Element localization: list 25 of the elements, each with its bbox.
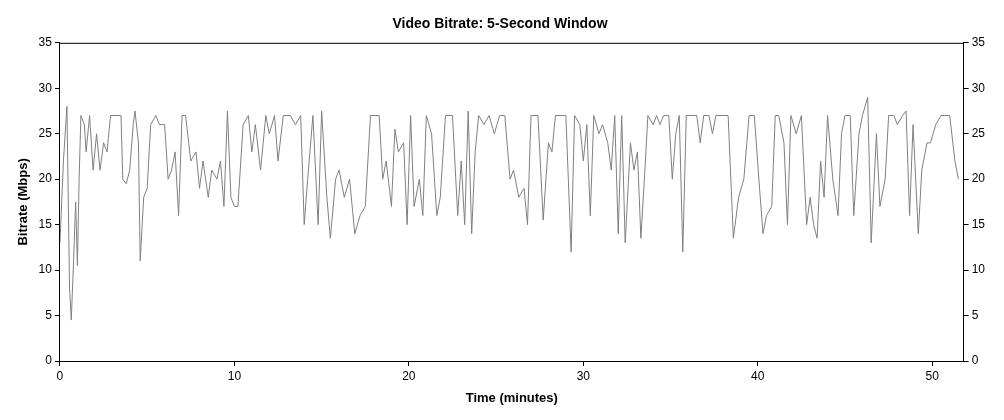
y2-tick-label: 5: [971, 307, 979, 322]
x-tick-label: 10: [227, 368, 242, 383]
x-tick-label: 0: [56, 368, 64, 383]
y-axis-title: Bitrate (Mbps): [15, 158, 31, 246]
y2-tick-label: 30: [971, 80, 986, 95]
y2-tick-label: 25: [971, 126, 986, 141]
y2-tick-label: 0: [971, 353, 979, 368]
x-tick-label: 40: [751, 368, 765, 383]
y2-tick-label: 15: [971, 216, 986, 231]
y2-tick-label: 20: [971, 171, 986, 186]
y-tick-label: 10: [38, 262, 53, 277]
chart-title: Video Bitrate: 5-Second Window: [392, 15, 608, 32]
x-tick-label: 20: [402, 368, 416, 383]
y-tick-label: 35: [38, 35, 53, 50]
y-tick-label: 25: [38, 126, 53, 141]
x-tick-label: 50: [925, 368, 940, 383]
y-tick-label: 20: [38, 171, 53, 186]
y-tick-label: 0: [45, 353, 53, 368]
x-axis-title: Time (minutes): [465, 389, 558, 405]
y-tick-label: 15: [38, 216, 53, 231]
y2-tick-label: 35: [971, 35, 986, 50]
y2-tick-label: 10: [971, 262, 986, 277]
y-tick-label: 30: [38, 80, 53, 95]
y-tick-label: 5: [45, 307, 53, 322]
x-tick-label: 30: [576, 368, 591, 383]
